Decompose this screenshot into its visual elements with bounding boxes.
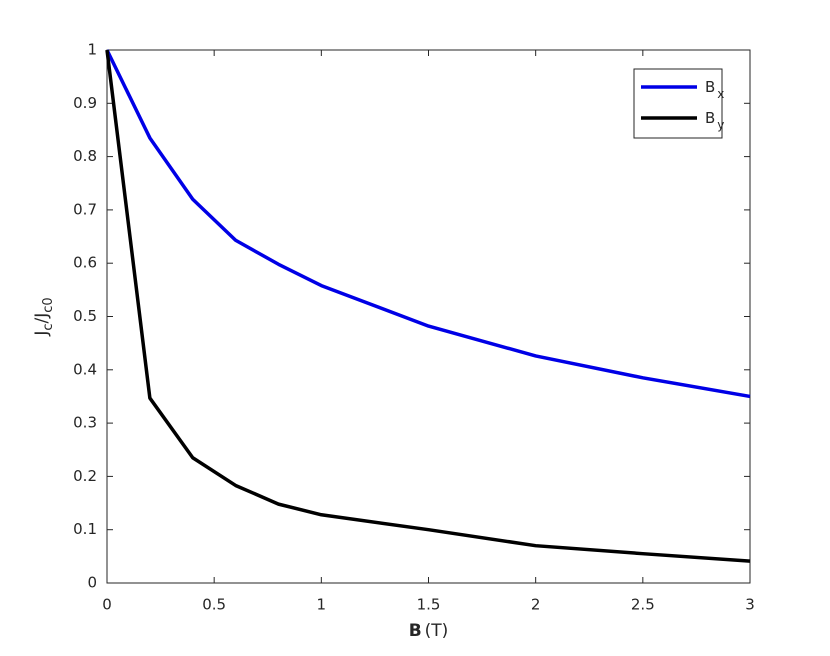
legend-box (633, 68, 723, 139)
x-tick-label: 0 (102, 596, 112, 614)
legend-subscript: x (717, 87, 724, 101)
x-axis-label: B (T) (409, 621, 449, 641)
x-tick-label: 0.5 (202, 596, 226, 614)
y-label-part: J (32, 331, 52, 337)
y-tick-label: 0.2 (73, 467, 97, 485)
y-axis-label: Jc/Jc0 (32, 297, 56, 336)
x-tick-label: 2 (531, 596, 541, 614)
y-tick-label: 1 (87, 41, 97, 59)
y-tick-label: 0.1 (73, 520, 97, 538)
legend-subscript: y (717, 118, 724, 132)
legend-name: B (705, 78, 715, 96)
x-tick-label: 1.5 (417, 596, 441, 614)
y-label-part: c (41, 324, 56, 331)
x-tick-label: 2.5 (631, 596, 655, 614)
legend-name: B (705, 109, 715, 127)
y-tick-label: 0.9 (73, 94, 97, 112)
x-label-part: (T) (425, 621, 449, 641)
x-tick-label: 3 (745, 596, 755, 614)
y-tick-label: 0.3 (73, 414, 97, 432)
y-tick-label: 0.4 (73, 360, 97, 378)
data-line (105, 49, 751, 563)
y-tick-label: 0 (87, 574, 97, 592)
y-label-part: /J (32, 313, 52, 324)
y-tick-label: 0.7 (73, 200, 97, 218)
x-label-part: B (409, 621, 422, 641)
y-tick-label: 0.5 (73, 307, 97, 325)
x-tick-label: 1 (317, 596, 327, 614)
y-tick-label: 0.8 (73, 147, 97, 165)
y-tick-label: 0.6 (73, 254, 97, 272)
data-line (105, 49, 751, 399)
y-label-part: c0 (41, 297, 56, 312)
